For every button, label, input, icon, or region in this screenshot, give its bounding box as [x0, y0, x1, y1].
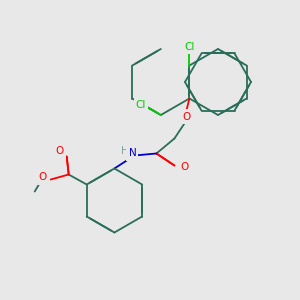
Text: Cl: Cl [136, 100, 146, 110]
Text: O: O [56, 146, 64, 157]
Text: O: O [39, 172, 47, 182]
Text: O: O [180, 163, 188, 172]
Text: N: N [128, 148, 136, 158]
Text: Cl: Cl [184, 41, 195, 52]
Text: H: H [121, 146, 128, 155]
Text: O: O [182, 112, 190, 122]
